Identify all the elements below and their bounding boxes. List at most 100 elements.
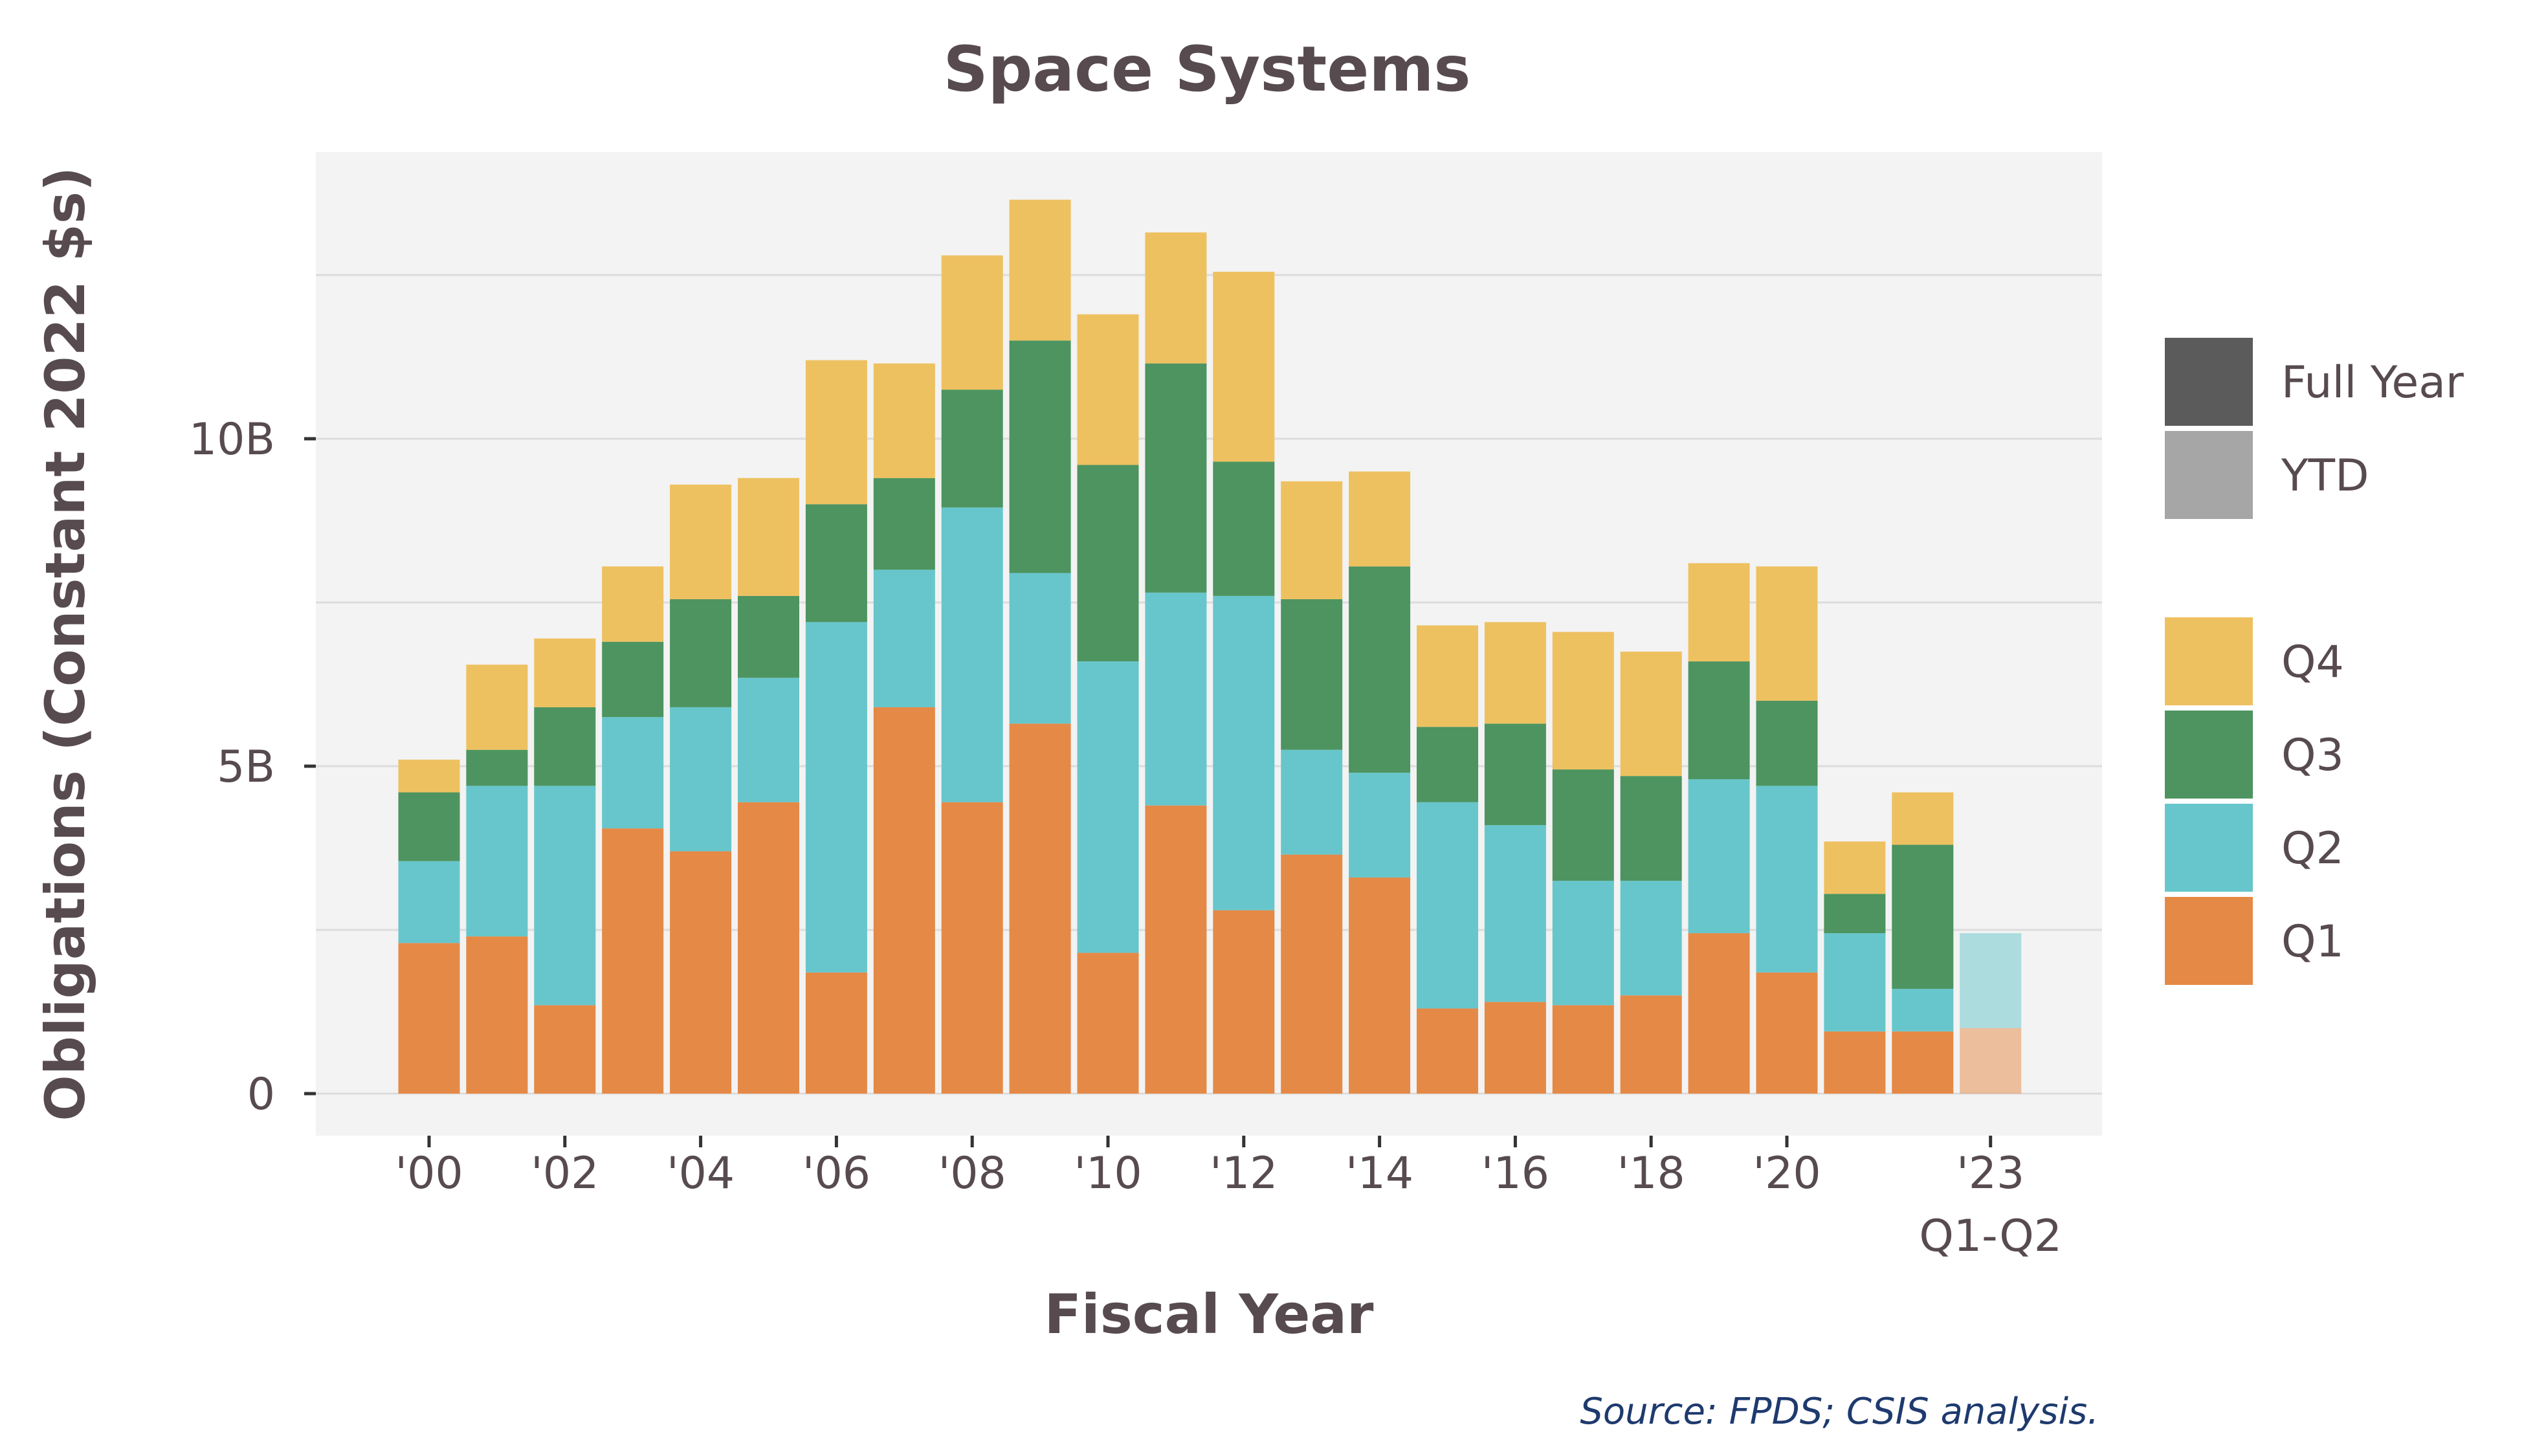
bar-2009-q2 [1009,573,1071,724]
legend-label-full-year: Full Year [2281,357,2464,408]
legend-label-q1: Q1 [2281,916,2344,967]
bar-2012-q2 [1213,595,1275,910]
x-tick-label: '18 [1617,1148,1685,1199]
bar-2019-q3 [1688,661,1750,780]
bars [398,199,2022,1094]
legend: Full Year YTD Q4 Q3 Q2 Q1 [2162,335,2464,987]
bar-2011-q1 [1145,805,1207,1094]
bar-2006-q4 [805,360,867,505]
bar-2016-q4 [1484,622,1546,724]
bar-2022-q4 [1892,792,1954,845]
bar-2009-q4 [1009,199,1071,341]
bar-2022-q2 [1892,989,1954,1031]
source-note: Source: FPDS; CSIS analysis. [1580,1391,2099,1433]
bar-2013-q2 [1281,749,1343,855]
bar-2015-q3 [1417,727,1478,802]
y-tick-label: 10B [189,414,275,465]
x-tick-label: '00 [395,1148,463,1199]
bar-2014-q1 [1349,877,1411,1094]
bar-2011-q3 [1145,363,1207,593]
bar-2006-q2 [805,622,867,973]
bar-2015-q1 [1417,1008,1478,1094]
bar-2023-q1-q2-q2 [1960,933,2022,1028]
bar-2008-q2 [941,507,1003,802]
bar-2017-q2 [1552,881,1614,1006]
bar-2004-q3 [670,599,732,707]
x-tick-label: '23 [1956,1148,2024,1199]
bar-2008-q4 [941,255,1003,390]
x-tick-label: '06 [803,1148,870,1199]
bar-2012-q4 [1213,271,1275,462]
bar-2010-q2 [1077,661,1139,953]
bar-2016-q3 [1484,723,1546,826]
bar-2005-q1 [738,802,799,1094]
bar-2002-q3 [534,707,596,786]
bar-2000-q2 [398,861,460,943]
chart-title: Space Systems [943,33,1470,105]
bar-2018-q2 [1620,881,1682,996]
legend-key-q4 [2162,615,2255,708]
bar-2010-q4 [1077,314,1139,465]
x-tick-label: '10 [1074,1148,1142,1199]
bar-2013-q3 [1281,599,1343,750]
bar-2004-q2 [670,707,732,852]
bar-2016-q1 [1484,1002,1546,1094]
bar-2019-q1 [1688,933,1750,1094]
bar-2003-q3 [602,641,664,718]
bar-2004-q1 [670,851,732,1094]
bar-2021-q1 [1824,1031,1886,1094]
bar-2023-q1-q2-q1 [1960,1028,2022,1094]
bar-2001-q1 [466,936,528,1094]
x-tick-label: '20 [1753,1148,1821,1199]
x-tick-label: '08 [938,1148,1006,1199]
bar-2003-q2 [602,717,664,829]
legend-key-full-year [2162,335,2255,428]
legend-key-ytd [2162,428,2255,522]
bar-2002-q2 [534,786,596,1006]
bar-2013-q1 [1281,854,1343,1094]
x-tick-label: '16 [1481,1148,1549,1199]
bar-2020-q4 [1756,566,1818,701]
bar-2015-q2 [1417,802,1478,1009]
legend-key-q2 [2162,801,2255,894]
bar-2001-q3 [466,749,528,786]
bar-2014-q2 [1349,773,1411,878]
bar-2018-q1 [1620,995,1682,1094]
bar-2020-q2 [1756,786,1818,973]
bar-2011-q4 [1145,232,1207,364]
bar-2009-q3 [1009,340,1071,573]
legend-label-q4: Q4 [2281,637,2344,688]
bar-2004-q4 [670,484,732,599]
bar-2000-q3 [398,792,460,861]
bar-2011-q2 [1145,592,1207,806]
bar-2009-q1 [1009,723,1071,1094]
x-tick-label: '14 [1345,1148,1413,1199]
bar-2006-q1 [805,972,867,1094]
bar-2012-q1 [1213,910,1275,1094]
x-tick-sublabel: Q1-Q2 [1919,1211,2062,1262]
bar-2018-q4 [1620,651,1682,777]
bar-2008-q1 [941,802,1003,1094]
bar-2020-q3 [1756,700,1818,786]
y-axis: 0 5B 10B [189,414,316,1120]
bar-2010-q1 [1077,953,1139,1094]
bar-2007-q3 [873,478,935,570]
bar-2016-q2 [1484,825,1546,1002]
y-tick-label: 5B [217,742,275,793]
legend-key-q3 [2162,708,2255,801]
bar-2003-q1 [602,828,664,1094]
bar-2018-q3 [1620,776,1682,881]
x-tick-label: '04 [667,1148,735,1199]
y-axis-title: Obligations (Constant 2022 $s) [34,166,97,1121]
bar-2012-q3 [1213,461,1275,596]
bar-2019-q4 [1688,563,1750,662]
bar-2021-q4 [1824,841,1886,894]
bar-2000-q4 [398,759,460,793]
bar-2021-q3 [1824,894,1886,934]
y-tick-label: 0 [247,1069,275,1120]
bar-2015-q4 [1417,625,1478,727]
bar-2007-q1 [873,707,935,1094]
x-axis-title: Fiscal Year [1045,1283,1374,1346]
bar-2001-q4 [466,665,528,750]
x-tick-label: '02 [531,1148,599,1199]
